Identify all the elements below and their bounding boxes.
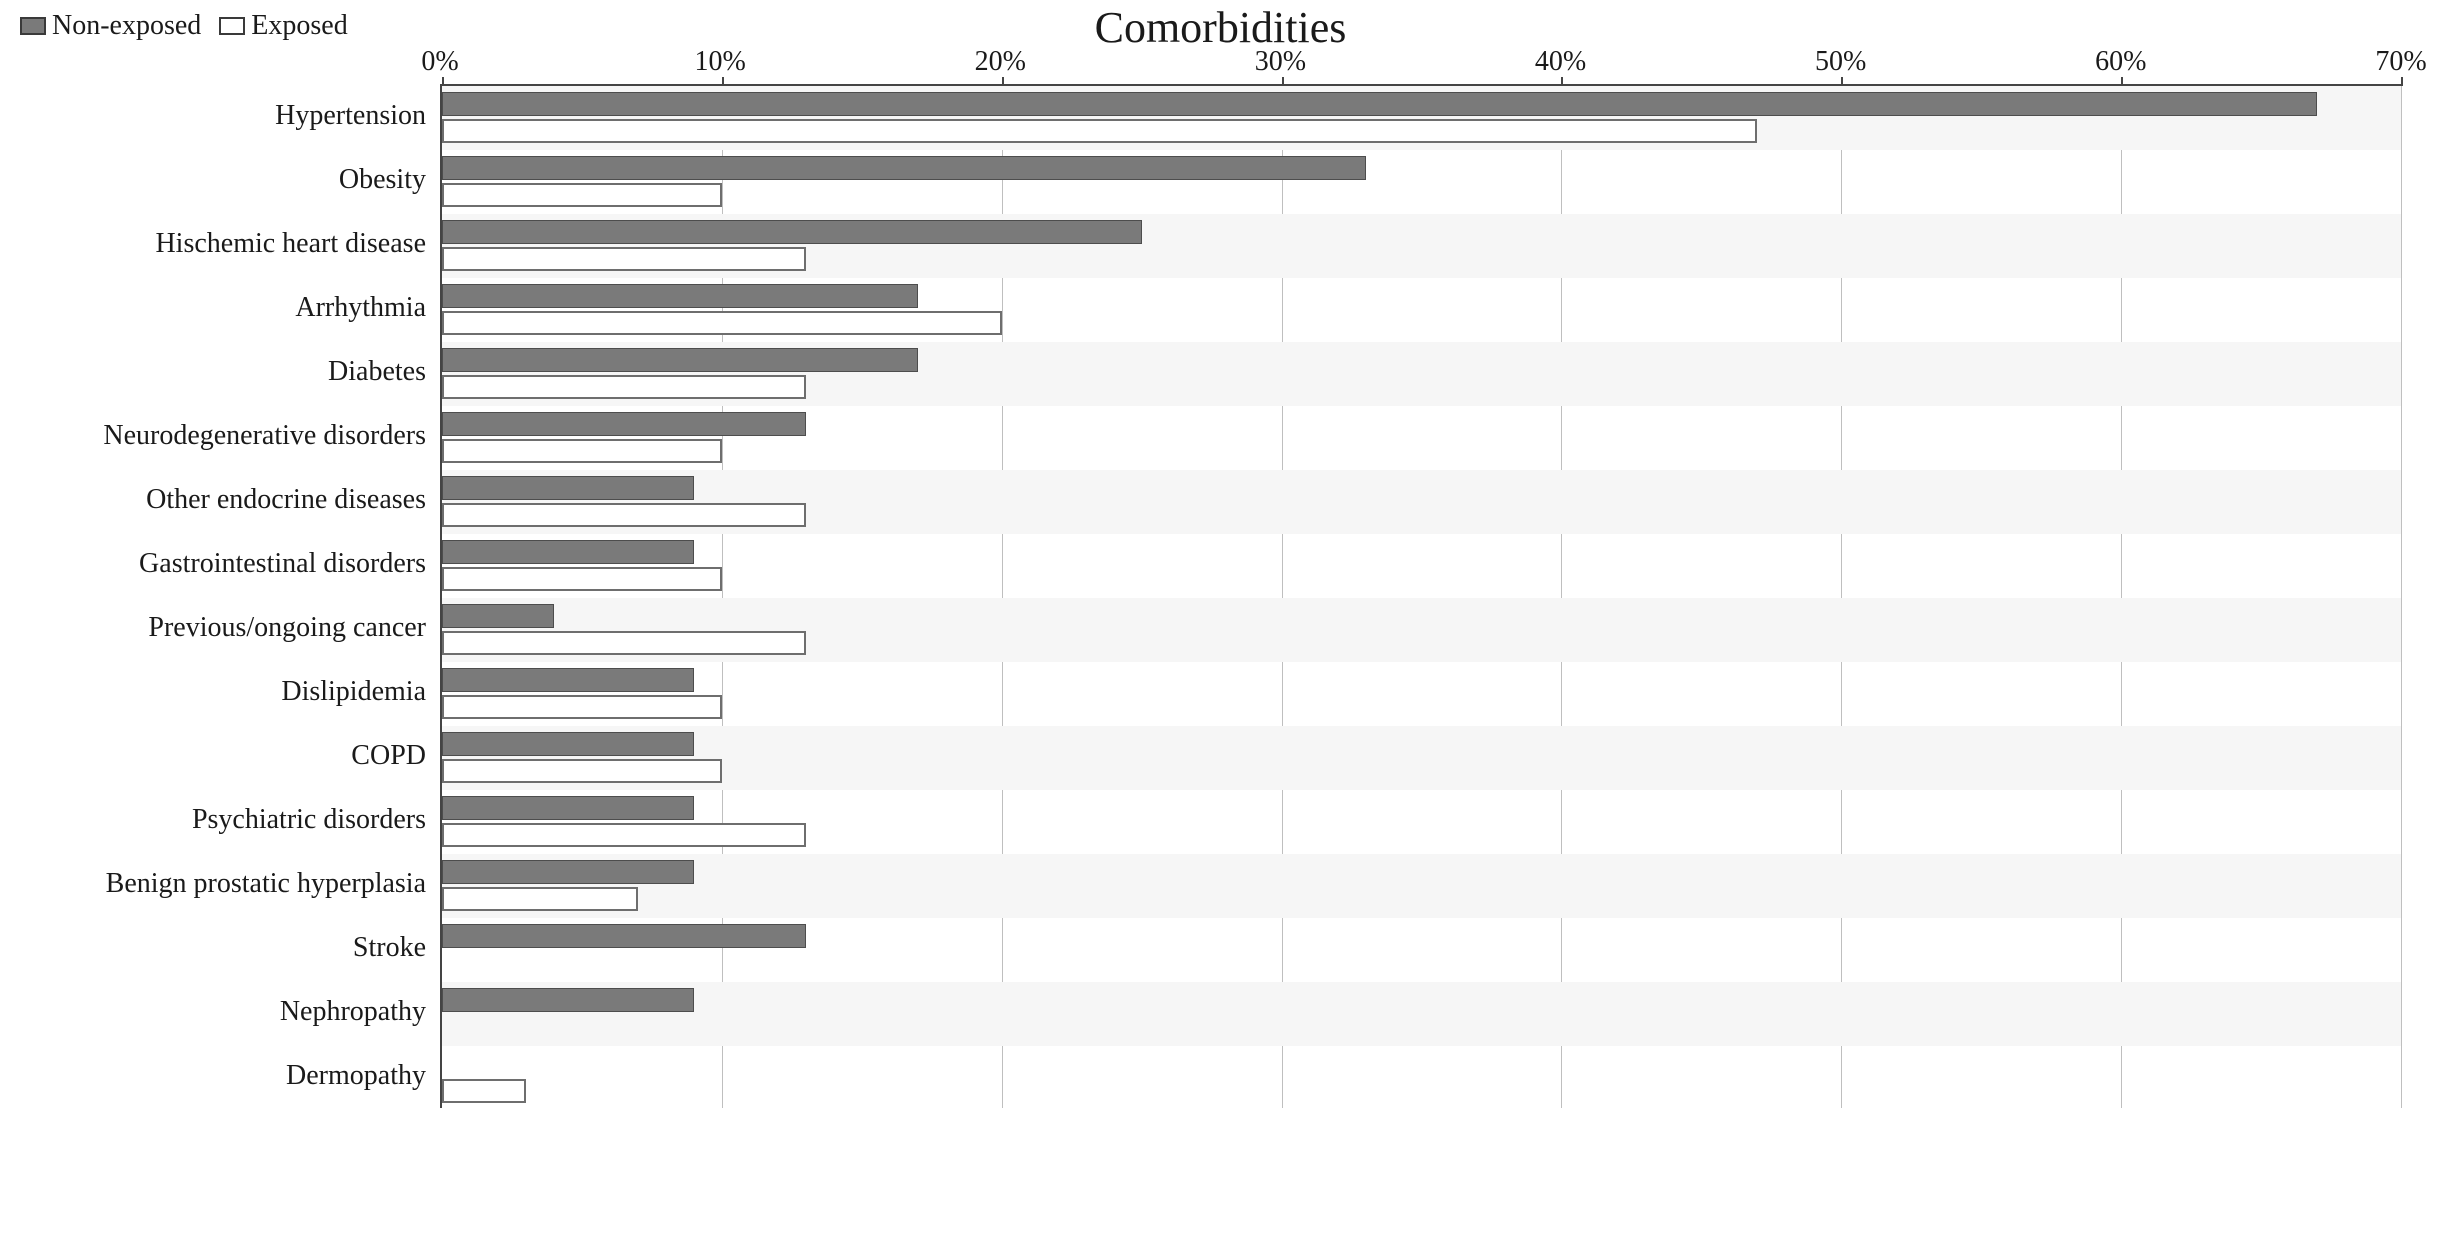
x-axis-tick-label: 30% [1255,46,1306,78]
category-label: Dislipidemia [20,660,426,724]
category-label: Hypertension [20,84,426,148]
bar-non-exposed [442,540,694,564]
chart-row [442,534,2401,598]
bar-exposed [442,887,638,911]
chart-row [442,854,2401,918]
bar-non-exposed [442,924,806,948]
bar-non-exposed [442,284,918,308]
x-axis-tick-label: 0% [421,46,458,78]
bar-exposed [442,631,806,655]
chart-row [442,278,2401,342]
bar-non-exposed [442,732,694,756]
bar-non-exposed [442,348,918,372]
y-axis-labels: HypertensionObesityHischemic heart disea… [20,84,440,1108]
legend-item-exposed: Exposed [219,10,347,42]
x-axis-tickmark [1561,77,1563,86]
category-label: Psychiatric disorders [20,788,426,852]
bar-non-exposed [442,220,1142,244]
bar-non-exposed [442,412,806,436]
bar-exposed [442,119,1757,143]
x-gridline [2401,86,2402,1108]
bar-non-exposed [442,604,554,628]
bar-non-exposed [442,92,2317,116]
plot-area [440,84,2401,1108]
x-axis-tick-label: 50% [1815,46,1866,78]
category-label: Dermopathy [20,1044,426,1108]
chart-row [442,726,2401,790]
bar-non-exposed [442,988,694,1012]
legend-label-non-exposed: Non-exposed [52,10,201,42]
chart-row [442,918,2401,982]
bar-non-exposed [442,860,694,884]
category-label: Obesity [20,148,426,212]
bar-exposed [442,503,806,527]
bar-exposed [442,439,722,463]
chart-row [442,470,2401,534]
legend-label-exposed: Exposed [251,10,347,42]
chart-row [442,1046,2401,1110]
bar-non-exposed [442,476,694,500]
plot-row: HypertensionObesityHischemic heart disea… [20,84,2401,1108]
category-label: Diabetes [20,340,426,404]
comorbidities-chart: Comorbidities Non-exposed Exposed 0%10%2… [0,0,2441,1128]
category-label: Benign prostatic hyperplasia [20,852,426,916]
y-axis-spacer [20,52,440,84]
x-axis-tick-label: 70% [2375,46,2426,78]
chart-row [442,406,2401,470]
category-label: Nephropathy [20,980,426,1044]
category-label: Hischemic heart disease [20,212,426,276]
x-axis-tick-labels: 0%10%20%30%40%50%60%70% [440,46,2401,84]
category-label: Stroke [20,916,426,980]
x-axis-tickmark [2121,77,2123,86]
x-axis-tickmark [722,77,724,86]
x-axis-tick-label: 10% [694,46,745,78]
category-label: Previous/ongoing cancer [20,596,426,660]
x-axis-tick-label: 40% [1535,46,1586,78]
legend-swatch-exposed [219,17,245,35]
bar-exposed [442,695,722,719]
category-label: Other endocrine diseases [20,468,426,532]
category-label: Arrhythmia [20,276,426,340]
bar-non-exposed [442,668,694,692]
chart-row [442,150,2401,214]
category-label: Gastrointestinal disorders [20,532,426,596]
legend-item-non-exposed: Non-exposed [20,10,201,42]
chart-row [442,790,2401,854]
bar-exposed [442,823,806,847]
chart-row [442,86,2401,150]
category-label: Neurodegenerative disorders [20,404,426,468]
bar-exposed [442,183,722,207]
x-axis-tick-label: 60% [2095,46,2146,78]
x-axis-tickmark [442,77,444,86]
bar-exposed [442,1079,526,1103]
chart-row [442,214,2401,278]
x-axis-tickmark [1282,77,1284,86]
bar-exposed [442,375,806,399]
bar-exposed [442,247,806,271]
x-axis-tick-label: 20% [975,46,1026,78]
x-axis: 0%10%20%30%40%50%60%70% [20,46,2401,84]
legend-swatch-non-exposed [20,17,46,35]
chart-row [442,662,2401,726]
bar-non-exposed [442,796,694,820]
bar-non-exposed [442,156,1366,180]
bar-exposed [442,567,722,591]
bar-exposed [442,759,722,783]
chart-row [442,982,2401,1046]
chart-row [442,598,2401,662]
x-axis-tickmark [1841,77,1843,86]
bar-exposed [442,311,1002,335]
x-axis-tickmark [2401,77,2403,86]
chart-row [442,342,2401,406]
category-label: COPD [20,724,426,788]
x-axis-tickmark [1002,77,1004,86]
